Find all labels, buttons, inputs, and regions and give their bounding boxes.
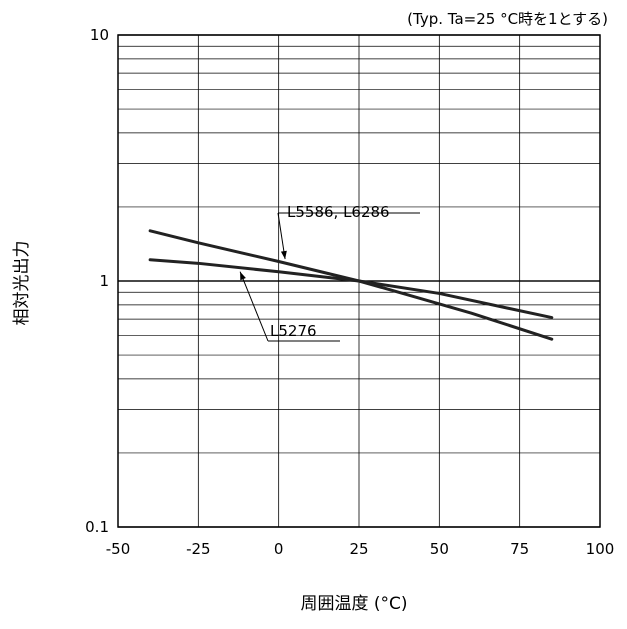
x-tick-label: 0 <box>274 540 284 558</box>
series-labels: L5586, L6286 L5276 <box>239 203 420 342</box>
series-label-1: L5586, L6286 <box>287 203 390 221</box>
y-tick-label: 10 <box>90 26 109 44</box>
x-tick-label: 100 <box>586 540 615 558</box>
x-tick-label: 50 <box>430 540 449 558</box>
x-axis-label: 周囲温度 (°C) <box>300 594 407 614</box>
y-tick-label: 1 <box>99 272 109 290</box>
y-axis-label: 相対光出力 <box>12 241 32 326</box>
x-tick-label: -25 <box>186 540 211 558</box>
x-tick-label: 25 <box>349 540 368 558</box>
series-line-2 <box>148 258 554 320</box>
series-layer <box>148 229 554 341</box>
leader-arrowhead <box>280 250 287 260</box>
tick-labels: -50 -25 0 25 50 75 100 0.1 1 10 <box>85 26 614 558</box>
y-tick-label: 0.1 <box>85 518 109 536</box>
series-label-2: L5276 <box>270 322 317 340</box>
chart-note: (Typ. Ta=25 °C時を1とする) <box>407 10 608 28</box>
plot-frame <box>117 34 601 528</box>
series-label-leader <box>239 271 269 342</box>
x-tick-label: -50 <box>106 540 131 558</box>
leader-arrowhead <box>240 271 246 281</box>
x-tick-label: 75 <box>510 540 529 558</box>
series-line-1 <box>148 229 554 341</box>
